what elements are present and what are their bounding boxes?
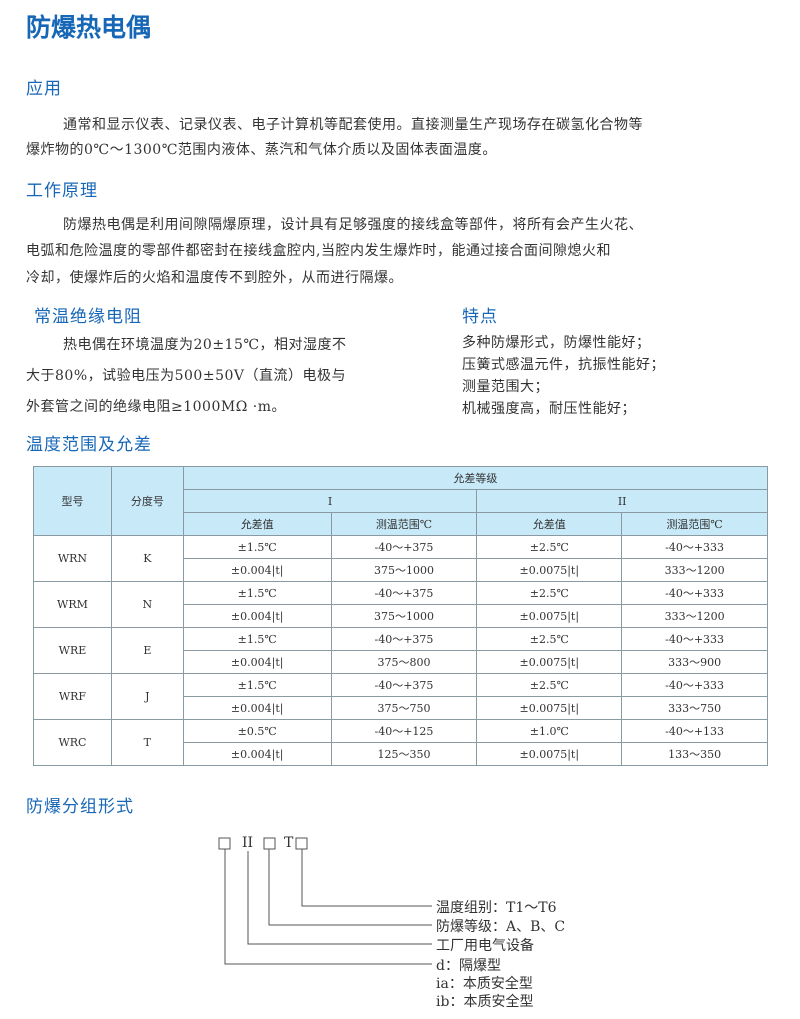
header-tolerance-class: 允差等级 — [182, 466, 769, 490]
label-flameproof: d：隔爆型 — [436, 958, 501, 974]
cell-tolerance-2: ±0.0075|t| — [476, 604, 623, 628]
table-heading: 温度范围及允差 — [26, 435, 152, 455]
feature-item: 测量范围大； — [462, 379, 549, 395]
cell-range-1: 125～350 — [330, 742, 478, 766]
table-row: ±0.004|t| 375～1000 ±0.0075|t| 333～1200 — [34, 604, 768, 628]
cell-tolerance-1: ±0.004|t| — [182, 742, 332, 766]
code-box-temp — [295, 837, 308, 850]
header-range: 测温范围℃ — [330, 512, 478, 536]
cell-graduation: K — [110, 535, 184, 582]
feature-item: 压簧式感温元件，抗振性能好； — [462, 357, 665, 373]
cell-tolerance-2: ±2.5℃ — [476, 581, 623, 605]
cell-tolerance-2: ±0.0075|t| — [476, 742, 623, 766]
table-row: ±0.004|t| 375～750 ±0.0075|t| 333～750 — [34, 696, 768, 720]
table-row: WRN K ±1.5℃ -40～+375 ±2.5℃ -40～+333 — [33, 535, 768, 582]
header-range: 测温范围℃ — [621, 512, 768, 536]
header-model: 型号 — [33, 466, 112, 536]
cell-range-2: -40～+133 — [621, 719, 768, 743]
insulation-line-3: 外套管之间的绝缘电阻≥1000MΩ ·m。 — [26, 399, 286, 415]
code-t: T — [284, 835, 294, 851]
cell-range-1: 375～800 — [330, 650, 478, 674]
cell-range-2: -40～+333 — [621, 535, 768, 559]
label-ia: ia：本质安全型 — [436, 976, 533, 992]
leader-line-grade — [268, 849, 432, 926]
cell-model: WRF — [33, 673, 112, 720]
cell-tolerance-1: ±0.004|t| — [182, 558, 332, 582]
cell-model: WRE — [33, 627, 112, 674]
header-class-2: II — [476, 489, 768, 513]
application-line-1: 通常和显示仪表、记录仪表、电子计算机等配套使用。直接测量生产现场存在碳氢化合物等 — [63, 117, 643, 133]
header-graduation: 分度号 — [110, 466, 184, 536]
leader-line-temp — [301, 849, 432, 907]
insulation-heading: 常温绝缘电阻 — [34, 307, 142, 327]
label-temp-group: 温度组别：T1～T6 — [436, 900, 557, 916]
code-ii: II — [242, 835, 254, 851]
cell-tolerance-2: ±2.5℃ — [476, 535, 623, 559]
leader-line-type — [224, 849, 432, 965]
cell-range-1: 375～1000 — [330, 604, 478, 628]
cell-range-2: -40～+333 — [621, 581, 768, 605]
code-box-type — [218, 837, 231, 850]
principle-line-1: 防爆热电偶是利用间隙隔爆原理，设计具有足够强度的接线盒等部件，将所有会产生火花、 — [63, 217, 643, 233]
cell-model: WRM — [33, 581, 112, 628]
table-row: WRM N ±1.5℃ -40～+375 ±2.5℃ -40～+333 — [33, 581, 768, 628]
cell-tolerance-2: ±2.5℃ — [476, 673, 623, 697]
feature-item: 多种防爆形式，防爆性能好； — [462, 335, 651, 351]
cell-graduation: T — [110, 719, 184, 766]
principle-heading: 工作原理 — [26, 181, 98, 201]
code-box-grade — [263, 837, 276, 850]
cell-tolerance-1: ±1.5℃ — [182, 627, 332, 651]
label-ib: ib：本质安全型 — [436, 994, 534, 1010]
cell-range-1: -40～+375 — [330, 627, 478, 651]
cell-graduation: N — [110, 581, 184, 628]
cell-range-1: -40～+375 — [330, 673, 478, 697]
grouping-heading: 防爆分组形式 — [26, 797, 134, 817]
cell-tolerance-1: ±0.004|t| — [182, 604, 332, 628]
cell-model: WRN — [33, 535, 112, 582]
cell-graduation: J — [110, 673, 184, 720]
feature-item: 机械强度高，耐压性能好； — [462, 401, 636, 417]
table-row: ±0.004|t| 125～350 ±0.0075|t| 133～350 — [34, 742, 768, 766]
cell-tolerance-2: ±0.0075|t| — [476, 650, 623, 674]
cell-range-2: 333～900 — [621, 650, 768, 674]
cell-range-2: 133～350 — [621, 742, 768, 766]
cell-tolerance-2: ±0.0075|t| — [476, 696, 623, 720]
features-list: 多种防爆形式，防爆性能好； 压簧式感温元件，抗振性能好； 测量范围大； 机械强度… — [462, 332, 665, 420]
cell-range-1: -40～+375 — [330, 535, 478, 559]
cell-tolerance-2: ±2.5℃ — [476, 627, 623, 651]
principle-line-3: 冷却，使爆炸后的火焰和温度传不到腔外，从而进行隔爆。 — [26, 270, 403, 286]
insulation-line-1: 热电偶在环境温度为20±15℃，相对湿度不 — [63, 337, 347, 353]
cell-range-2: -40～+333 — [621, 627, 768, 651]
cell-model: WRC — [33, 719, 112, 766]
label-explosion-grade: 防爆等级：A、B、C — [436, 919, 566, 935]
page-title: 防爆热电偶 — [26, 13, 152, 42]
table-row: WRF J ±1.5℃ -40～+375 ±2.5℃ -40～+333 — [33, 673, 768, 720]
cell-range-2: -40～+333 — [621, 673, 768, 697]
cell-tolerance-1: ±1.5℃ — [182, 581, 332, 605]
leader-line-ii — [247, 851, 432, 945]
tolerance-table: 型号 分度号 允差等级 I II 允差值 测温范围℃ 允差值 测温范围℃ WRN… — [33, 466, 769, 766]
application-line-2: 爆炸物的0℃～1300℃范围内液体、蒸汽和气体介质以及固体表面温度。 — [26, 142, 497, 158]
features-heading: 特点 — [462, 307, 498, 327]
application-heading: 应用 — [26, 79, 62, 99]
cell-range-2: 333～1200 — [621, 604, 768, 628]
label-factory-equipment: 工厂用电气设备 — [436, 938, 534, 954]
principle-line-2: 电弧和危险温度的零部件都密封在接线盒腔内,当腔内发生爆炸时，能通过接合面间隙熄火… — [26, 243, 611, 259]
insulation-line-2: 大于80%，试验电压为500±50V（直流）电极与 — [26, 368, 346, 384]
